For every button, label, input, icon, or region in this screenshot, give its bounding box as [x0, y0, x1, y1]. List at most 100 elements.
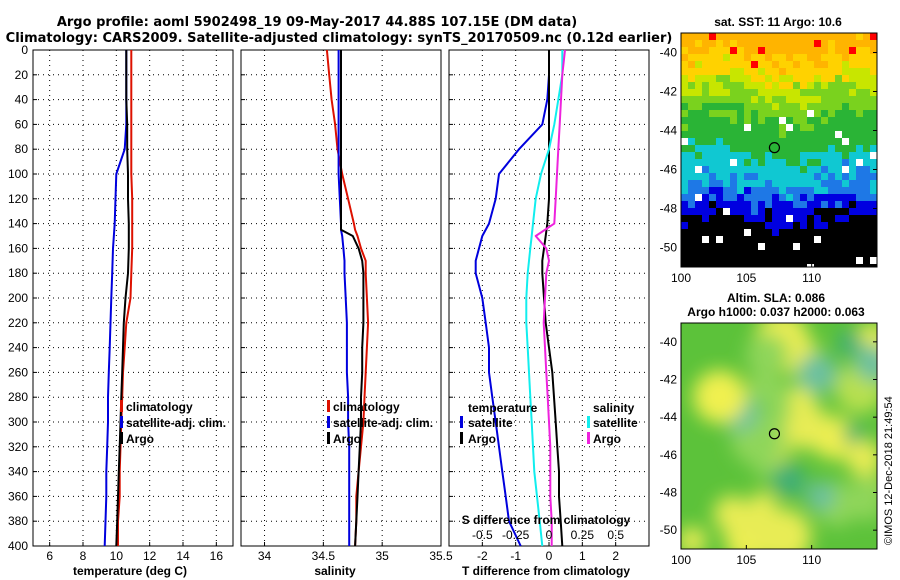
- sst-cell: [842, 117, 849, 124]
- sst-cell: [828, 124, 835, 131]
- sst-cell: [779, 82, 786, 89]
- sst-cell: [709, 138, 716, 145]
- sst-cell: [716, 152, 723, 159]
- sst-cell: [793, 236, 800, 243]
- sst-cell: [807, 159, 814, 166]
- sst-cell: [737, 264, 744, 267]
- sst-cell: [772, 96, 779, 103]
- sst-cell: [716, 159, 723, 166]
- sst-cell: [765, 145, 772, 152]
- sst-cell: [863, 180, 870, 187]
- depth-axis: 0 20 40 60 80 100 120 140 160 180 200 220 240 260 280 3…: [8, 43, 453, 553]
- sst-cell: [863, 103, 870, 110]
- sst-cell: [681, 173, 688, 180]
- sst-cell: [828, 75, 835, 82]
- sst-cell: [863, 166, 870, 173]
- sst-cell: [723, 68, 730, 75]
- sst-cell: [793, 96, 800, 103]
- sst-cell: [779, 166, 786, 173]
- sst-cell: [814, 229, 821, 236]
- sst-cell: [807, 243, 814, 250]
- sst-cell: [681, 75, 688, 82]
- sst-cell: [716, 33, 723, 40]
- sst-cell: [842, 40, 849, 47]
- sst-cell: [779, 264, 786, 267]
- sst-cell: [772, 159, 779, 166]
- sst-cell: [793, 222, 800, 229]
- sst-cell: [730, 208, 737, 215]
- sst-cell: [772, 166, 779, 173]
- sst-cell: [863, 47, 870, 54]
- sst-cell: [786, 75, 793, 82]
- sst-cell: [758, 40, 765, 47]
- sst-cell: [737, 159, 744, 166]
- sst-cell: [800, 194, 807, 201]
- sst-cell: [786, 208, 793, 215]
- sst-cell: [688, 222, 695, 229]
- depth-tick-label: 40: [15, 93, 29, 107]
- sst-cell: [772, 61, 779, 68]
- sst-cell: [737, 131, 744, 138]
- sst-cell: [786, 54, 793, 61]
- sst-cell: [765, 131, 772, 138]
- sst-cell: [842, 229, 849, 236]
- sst-cell: [688, 215, 695, 222]
- sst-cell: [737, 138, 744, 145]
- sst-cell: [702, 96, 709, 103]
- sst-cell: [786, 33, 793, 40]
- sst-cell: [723, 166, 730, 173]
- sst-cell: [688, 75, 695, 82]
- sst-cell: [688, 229, 695, 236]
- sst-cell: [800, 61, 807, 68]
- s-diff-tick-label: 0: [546, 528, 553, 542]
- sst-cell: [856, 257, 863, 264]
- title-line-2: Climatology: CARS2009. Satellite-adjuste…: [6, 31, 673, 46]
- sst-cell: [765, 54, 772, 61]
- sst-cell: [716, 180, 723, 187]
- sst-cell: [751, 75, 758, 82]
- sst-cell: [814, 89, 821, 96]
- sst-cell: [863, 40, 870, 47]
- sst-cell: [758, 68, 765, 75]
- sst-cell: [821, 40, 828, 47]
- sst-cell: [779, 257, 786, 264]
- sst-cell: [800, 47, 807, 54]
- sst-cell: [814, 82, 821, 89]
- sst-cell: [730, 159, 737, 166]
- sst-cell: [751, 124, 758, 131]
- legend-swatch-argo: [120, 432, 123, 444]
- sst-map: [681, 33, 877, 267]
- sst-cell: [681, 96, 688, 103]
- sst-cell: [758, 47, 765, 54]
- sst-cell: [681, 68, 688, 75]
- sst-cell: [758, 222, 765, 229]
- sst-cell: [786, 173, 793, 180]
- sst-cell: [709, 187, 716, 194]
- x-tick-label: 35: [375, 549, 389, 563]
- sst-cell: [681, 250, 688, 257]
- sst-cell: [807, 117, 814, 124]
- sst-cell: [814, 110, 821, 117]
- sst-cell: [744, 68, 751, 75]
- lon-tick-label: 100: [671, 553, 691, 567]
- sst-cell: [814, 201, 821, 208]
- sst-cell: [681, 257, 688, 264]
- sst-cell: [758, 187, 765, 194]
- sst-cell: [695, 166, 702, 173]
- sst-cell: [856, 131, 863, 138]
- sst-cell: [772, 124, 779, 131]
- sst-cell: [779, 110, 786, 117]
- sst-cell: [807, 61, 814, 68]
- sst-cell: [765, 201, 772, 208]
- sst-cell: [821, 124, 828, 131]
- sst-cell: [730, 250, 737, 257]
- sst-cell: [723, 110, 730, 117]
- sst-cell: [716, 257, 723, 264]
- depth-tick-label: 240: [8, 341, 28, 355]
- sst-cell: [709, 96, 716, 103]
- sst-cell: [779, 138, 786, 145]
- sla-blob: [754, 458, 776, 480]
- sst-cell: [800, 103, 807, 110]
- sst-cell: [751, 180, 758, 187]
- sst-cell: [730, 173, 737, 180]
